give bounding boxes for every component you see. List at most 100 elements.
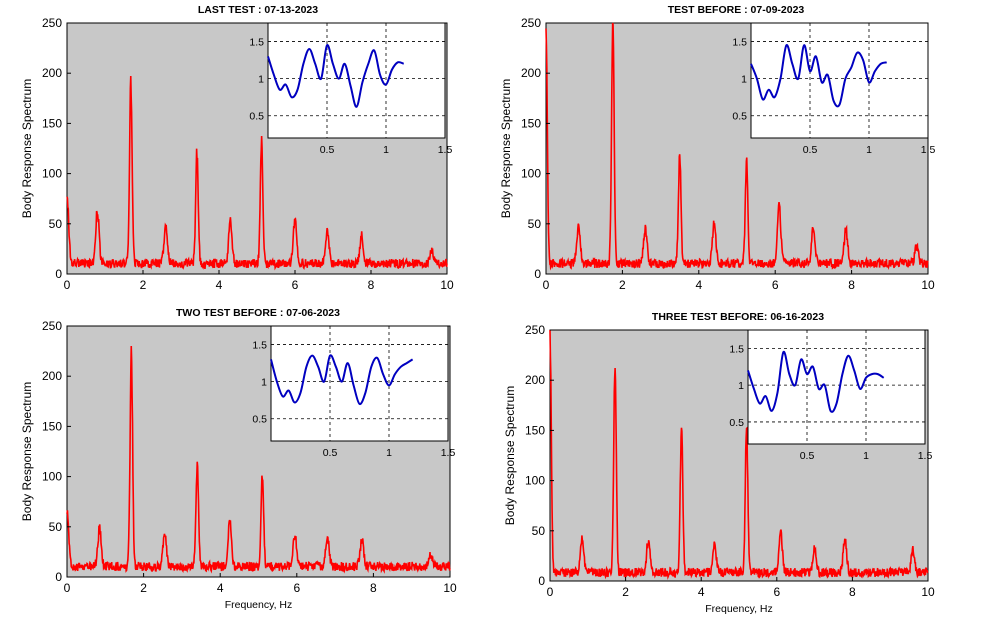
inset-y-tick-label: 0.5 [252, 414, 267, 426]
inset-y-tick-label: 1.5 [732, 37, 747, 49]
inset-y-tick-label: 1 [738, 380, 744, 392]
y-tick-label: 0 [55, 570, 62, 584]
y-tick-label: 100 [42, 167, 62, 181]
spectrum-line [66, 75, 448, 271]
x-tick-label: 2 [622, 585, 629, 599]
inset-line [267, 44, 405, 108]
y-tick-label: 100 [525, 474, 545, 488]
inset-x-tick-label: 1 [866, 144, 872, 156]
x-tick-label: 8 [848, 278, 855, 292]
x-tick-label: 6 [293, 581, 300, 595]
y-tick-label: 200 [525, 373, 545, 387]
x-tick-label: 0 [64, 278, 71, 292]
x-tick-label: 8 [849, 585, 856, 599]
y-axis-label: Body Response Spectrum [20, 382, 34, 521]
y-tick-label: 250 [525, 323, 545, 337]
x-tick-label: 0 [543, 278, 550, 292]
chart-title: LAST TEST : 07-13-2023 [198, 4, 318, 16]
y-tick-label: 0 [534, 267, 541, 281]
x-tick-label: 10 [440, 278, 454, 292]
y-axis-label: Body Response Spectrum [20, 79, 34, 218]
chart-title: TWO TEST BEFORE : 07-06-2023 [176, 307, 340, 319]
x-tick-label: 4 [216, 278, 223, 292]
x-axis-label: Frequency, Hz [225, 599, 293, 611]
inset-y-tick-label: 1 [261, 377, 267, 389]
y-tick-label: 50 [49, 520, 63, 534]
inset-x-tick-label: 1 [383, 144, 389, 156]
x-tick-label: 6 [773, 585, 780, 599]
x-axis-label: Frequency, Hz [705, 603, 773, 615]
inset-plot: 0.5 1 1.5 0.5 1 1.5 [732, 22, 936, 156]
y-axis-label: Body Response Spectrum [499, 79, 513, 218]
x-tick-label: 6 [772, 278, 779, 292]
y-tick-label: 200 [42, 369, 62, 383]
inset-x-tick-label: 0.5 [803, 144, 818, 156]
inset-x-tick-label: 1 [386, 447, 392, 459]
x-tick-label: 10 [921, 585, 935, 599]
y-tick-label: 100 [42, 470, 62, 484]
y-tick-label: 100 [521, 167, 541, 181]
inset-y-tick-label: 1.5 [252, 340, 267, 352]
y-tick-label: 50 [49, 217, 63, 231]
inset-x-tick-label: 1 [863, 450, 869, 462]
x-tick-label: 4 [695, 278, 702, 292]
inset-y-tick-label: 1.5 [249, 37, 264, 49]
inset-x-tick-label: 0.5 [323, 447, 338, 459]
inset-x-tick-label: 0.5 [800, 450, 815, 462]
y-axis-label: Body Response Spectrum [503, 386, 517, 525]
y-tick-label: 250 [42, 16, 62, 30]
inset-x-tick-label: 1.5 [918, 450, 933, 462]
y-tick-label: 0 [55, 267, 62, 281]
x-tick-label: 8 [368, 278, 375, 292]
inset-y-tick-label: 1 [258, 74, 264, 86]
inset-plot: 0.5 1 1.5 0.5 1 1.5 [729, 329, 933, 462]
x-tick-label: 2 [619, 278, 626, 292]
y-tick-label: 200 [521, 66, 541, 80]
y-tick-label: 150 [42, 419, 62, 433]
inset-y-tick-label: 0.5 [249, 111, 264, 123]
y-tick-label: 250 [521, 16, 541, 30]
spectrum-line [549, 329, 929, 580]
x-tick-label: 2 [140, 581, 147, 595]
y-tick-label: 200 [42, 66, 62, 80]
inset-x-tick-label: 1.5 [438, 144, 453, 156]
inset-y-tick-label: 0.5 [732, 111, 747, 123]
inset-area [750, 22, 929, 139]
y-tick-label: 150 [521, 116, 541, 130]
inset-plot: 0.5 1 1.5 0.5 1 1.5 [249, 22, 453, 156]
x-tick-label: 6 [292, 278, 299, 292]
x-tick-label: 0 [547, 585, 554, 599]
inset-line [747, 350, 885, 413]
inset-y-tick-label: 0.5 [729, 417, 744, 429]
inset-x-tick-label: 1.5 [441, 447, 456, 459]
spectrum-line [66, 346, 451, 574]
x-tick-label: 0 [64, 581, 71, 595]
chart-title: TEST BEFORE : 07-09-2023 [668, 4, 805, 16]
inset-x-tick-label: 1.5 [921, 144, 936, 156]
y-tick-label: 0 [538, 574, 545, 588]
x-tick-label: 4 [698, 585, 705, 599]
y-tick-label: 50 [532, 524, 546, 538]
inset-area [267, 22, 446, 139]
inset-plot: 0.5 1 1.5 0.5 1 1.5 [252, 325, 456, 459]
inset-line [270, 354, 414, 406]
inset-x-tick-label: 0.5 [320, 144, 335, 156]
x-tick-label: 4 [217, 581, 224, 595]
chart-title: THREE TEST BEFORE: 06-16-2023 [652, 311, 824, 323]
y-tick-label: 150 [525, 423, 545, 437]
x-tick-label: 2 [140, 278, 147, 292]
inset-area [270, 325, 449, 442]
inset-line [750, 44, 887, 108]
inset-y-tick-label: 1 [741, 74, 747, 86]
inset-area [747, 329, 926, 445]
x-tick-label: 10 [443, 581, 457, 595]
y-tick-label: 250 [42, 319, 62, 333]
inset-y-tick-label: 1.5 [729, 343, 744, 355]
y-tick-label: 50 [528, 217, 542, 231]
x-tick-label: 10 [921, 278, 935, 292]
